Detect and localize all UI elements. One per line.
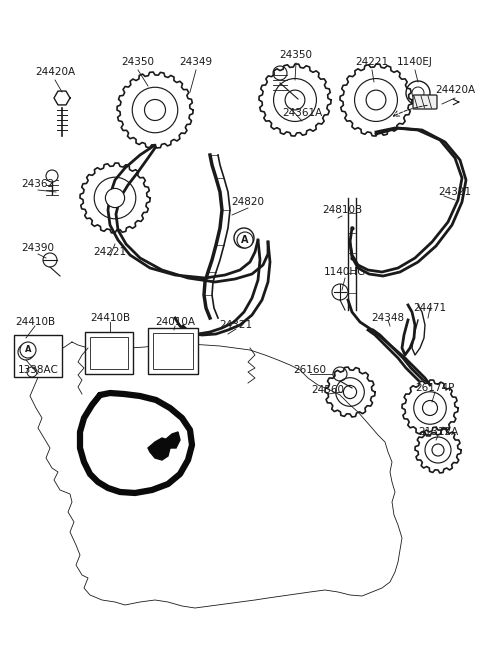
Text: 24350: 24350 xyxy=(279,50,312,60)
FancyBboxPatch shape xyxy=(85,332,133,374)
Text: 24410B: 24410B xyxy=(90,313,130,323)
Polygon shape xyxy=(325,367,375,417)
Text: 24361A: 24361A xyxy=(282,108,322,118)
Circle shape xyxy=(18,344,34,360)
Polygon shape xyxy=(148,438,170,460)
Text: 1338AC: 1338AC xyxy=(18,365,59,375)
Text: 24390: 24390 xyxy=(22,243,55,253)
Text: A: A xyxy=(240,233,248,243)
Circle shape xyxy=(343,385,357,399)
FancyBboxPatch shape xyxy=(413,95,437,109)
Text: 24321: 24321 xyxy=(438,187,471,197)
Polygon shape xyxy=(54,91,70,105)
Circle shape xyxy=(106,188,125,207)
Polygon shape xyxy=(162,432,180,448)
Circle shape xyxy=(432,444,444,456)
Text: 26174P: 26174P xyxy=(415,383,455,393)
FancyBboxPatch shape xyxy=(14,335,62,377)
Circle shape xyxy=(366,90,386,110)
Text: A: A xyxy=(241,235,249,245)
Text: 24350: 24350 xyxy=(121,57,155,67)
Text: 26160: 26160 xyxy=(293,365,326,375)
Polygon shape xyxy=(117,72,193,148)
Polygon shape xyxy=(80,163,150,233)
Circle shape xyxy=(144,100,166,121)
Text: 24362: 24362 xyxy=(22,179,55,189)
Text: 24560: 24560 xyxy=(312,385,345,395)
Polygon shape xyxy=(415,427,461,473)
Text: 1140EJ: 1140EJ xyxy=(397,57,433,67)
Text: 24420A: 24420A xyxy=(435,85,475,95)
Circle shape xyxy=(237,232,253,248)
Text: 24221: 24221 xyxy=(355,57,389,67)
Text: 24810B: 24810B xyxy=(322,205,362,215)
Text: 1140HG: 1140HG xyxy=(324,267,366,277)
Text: 24348: 24348 xyxy=(372,313,405,323)
Text: 24820: 24820 xyxy=(231,197,264,207)
Polygon shape xyxy=(259,64,331,136)
Text: 24221: 24221 xyxy=(94,247,127,257)
Text: A: A xyxy=(25,346,31,354)
Text: 24349: 24349 xyxy=(180,57,213,67)
Text: 24410B: 24410B xyxy=(15,317,55,327)
Text: 24420A: 24420A xyxy=(35,67,75,77)
Polygon shape xyxy=(340,64,412,136)
Circle shape xyxy=(422,401,437,415)
Text: 24471: 24471 xyxy=(413,303,446,313)
FancyBboxPatch shape xyxy=(148,328,198,374)
Circle shape xyxy=(285,90,305,110)
Circle shape xyxy=(234,228,254,248)
Polygon shape xyxy=(30,342,402,608)
Text: A: A xyxy=(23,348,29,356)
Circle shape xyxy=(46,170,58,182)
Circle shape xyxy=(20,342,36,358)
Text: 24321: 24321 xyxy=(219,320,252,330)
Polygon shape xyxy=(402,380,458,436)
Text: 24010A: 24010A xyxy=(155,317,195,327)
Text: 21312A: 21312A xyxy=(418,427,458,437)
